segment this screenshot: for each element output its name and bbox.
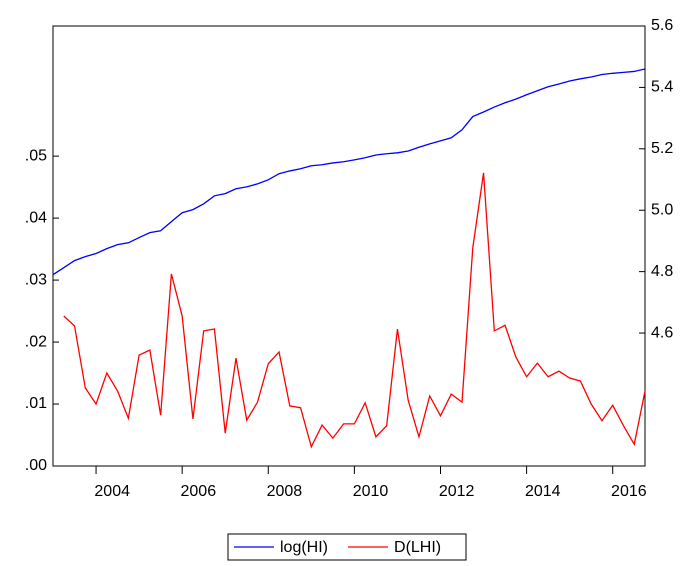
y-tick-label: .02 <box>25 333 47 350</box>
x-tick-label: 2006 <box>181 483 217 500</box>
y2-tick-label: 5.6 <box>651 17 673 34</box>
legend-label: D(LHI) <box>394 539 441 556</box>
y2-tick-label: 4.6 <box>651 324 673 341</box>
y-tick-label: .03 <box>25 271 47 288</box>
y2-tick-label: 5.2 <box>651 140 673 157</box>
series-line <box>63 172 646 449</box>
x-tick-label: 2016 <box>611 483 647 500</box>
plot-frame <box>52 25 646 467</box>
series-line <box>52 68 646 276</box>
y-tick-label: .05 <box>25 147 47 164</box>
x-tick-label: 2014 <box>525 483 561 500</box>
y2-tick-label: 5.0 <box>651 201 673 218</box>
y2-tick-label: 4.8 <box>651 263 673 280</box>
legend-label: log(HI) <box>280 539 328 556</box>
x-tick-label: 2010 <box>353 483 389 500</box>
x-tick-label: 2008 <box>267 483 303 500</box>
x-tick-label: 2004 <box>94 483 130 500</box>
y-tick-label: .01 <box>25 395 47 412</box>
y-tick-label: .04 <box>25 209 47 226</box>
y-tick-label: .00 <box>25 457 47 474</box>
x-tick-label: 2012 <box>439 483 475 500</box>
y2-tick-label: 5.4 <box>651 79 673 96</box>
